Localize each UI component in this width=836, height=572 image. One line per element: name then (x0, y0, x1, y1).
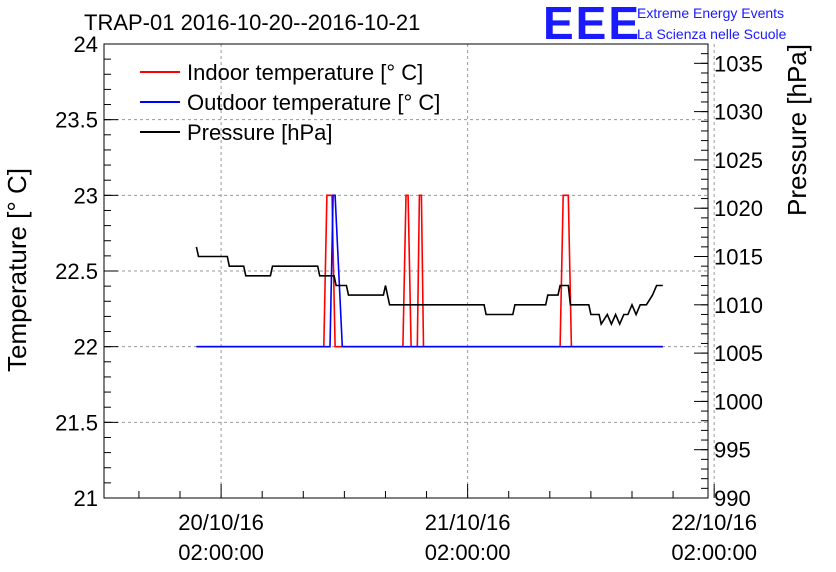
x-tick-time: 02:00:00 (425, 540, 511, 565)
y2-axis-label: Pressure [hPa] (782, 44, 812, 216)
series-layer (195, 194, 663, 348)
y-tick-label: 21 (74, 486, 98, 511)
y2-tick-label: 1030 (714, 100, 763, 125)
y2-tick-label: 1035 (714, 51, 763, 76)
y2-tick-label: 1025 (714, 148, 763, 173)
y2-tick-label: 1015 (714, 245, 763, 270)
y2-tick-label: 1005 (714, 341, 763, 366)
y2-tick-label: 1000 (714, 389, 763, 414)
legend-label-1: Indoor temperature [° C] (187, 60, 423, 85)
y-tick-label: 22.5 (55, 259, 98, 284)
y-tick-label: 23.5 (55, 108, 98, 133)
y-tick-label: 21.5 (55, 410, 98, 435)
y-tick-label: 23 (74, 183, 98, 208)
x-tick-time: 02:00:00 (671, 540, 757, 565)
x-tick-date: 22/10/16 (671, 510, 757, 535)
y-axis-label: Temperature [° C] (2, 168, 32, 372)
y-tick-label: 22 (74, 335, 98, 360)
x-tick-date: 20/10/16 (178, 510, 264, 535)
legend-label-2: Outdoor temperature [° C] (187, 90, 440, 115)
y2-tick-label: 1010 (714, 293, 763, 318)
logo-letters: EEE (543, 0, 641, 49)
y2-tick-label: 995 (714, 438, 751, 463)
series-line-2 (196, 194, 663, 348)
x-tick-time: 02:00:00 (178, 540, 264, 565)
logo-line-1: Extreme Energy Events (637, 5, 784, 21)
legend-label-3: Pressure [hPa] (187, 120, 333, 145)
legend: Indoor temperature [° C] Outdoor temperat… (140, 60, 440, 145)
logo-line-2: La Scienza nelle Scuole (637, 26, 787, 42)
y-tick-label: 24 (74, 32, 98, 57)
eee-logo: EEE Extreme Energy Events La Scienza nel… (543, 0, 787, 49)
y2-tick-label: 1020 (714, 196, 763, 221)
x-tick-date: 21/10/16 (425, 510, 511, 535)
y2-tick-label: 990 (714, 486, 751, 511)
axes: 21 21.5 22 22.5 23 23.5 24 990 995 1000 1005 1010 10… (55, 32, 763, 565)
series-line-3 (195, 246, 663, 327)
chart-title: TRAP-01 2016-10-20--2016-10-21 (84, 10, 420, 35)
